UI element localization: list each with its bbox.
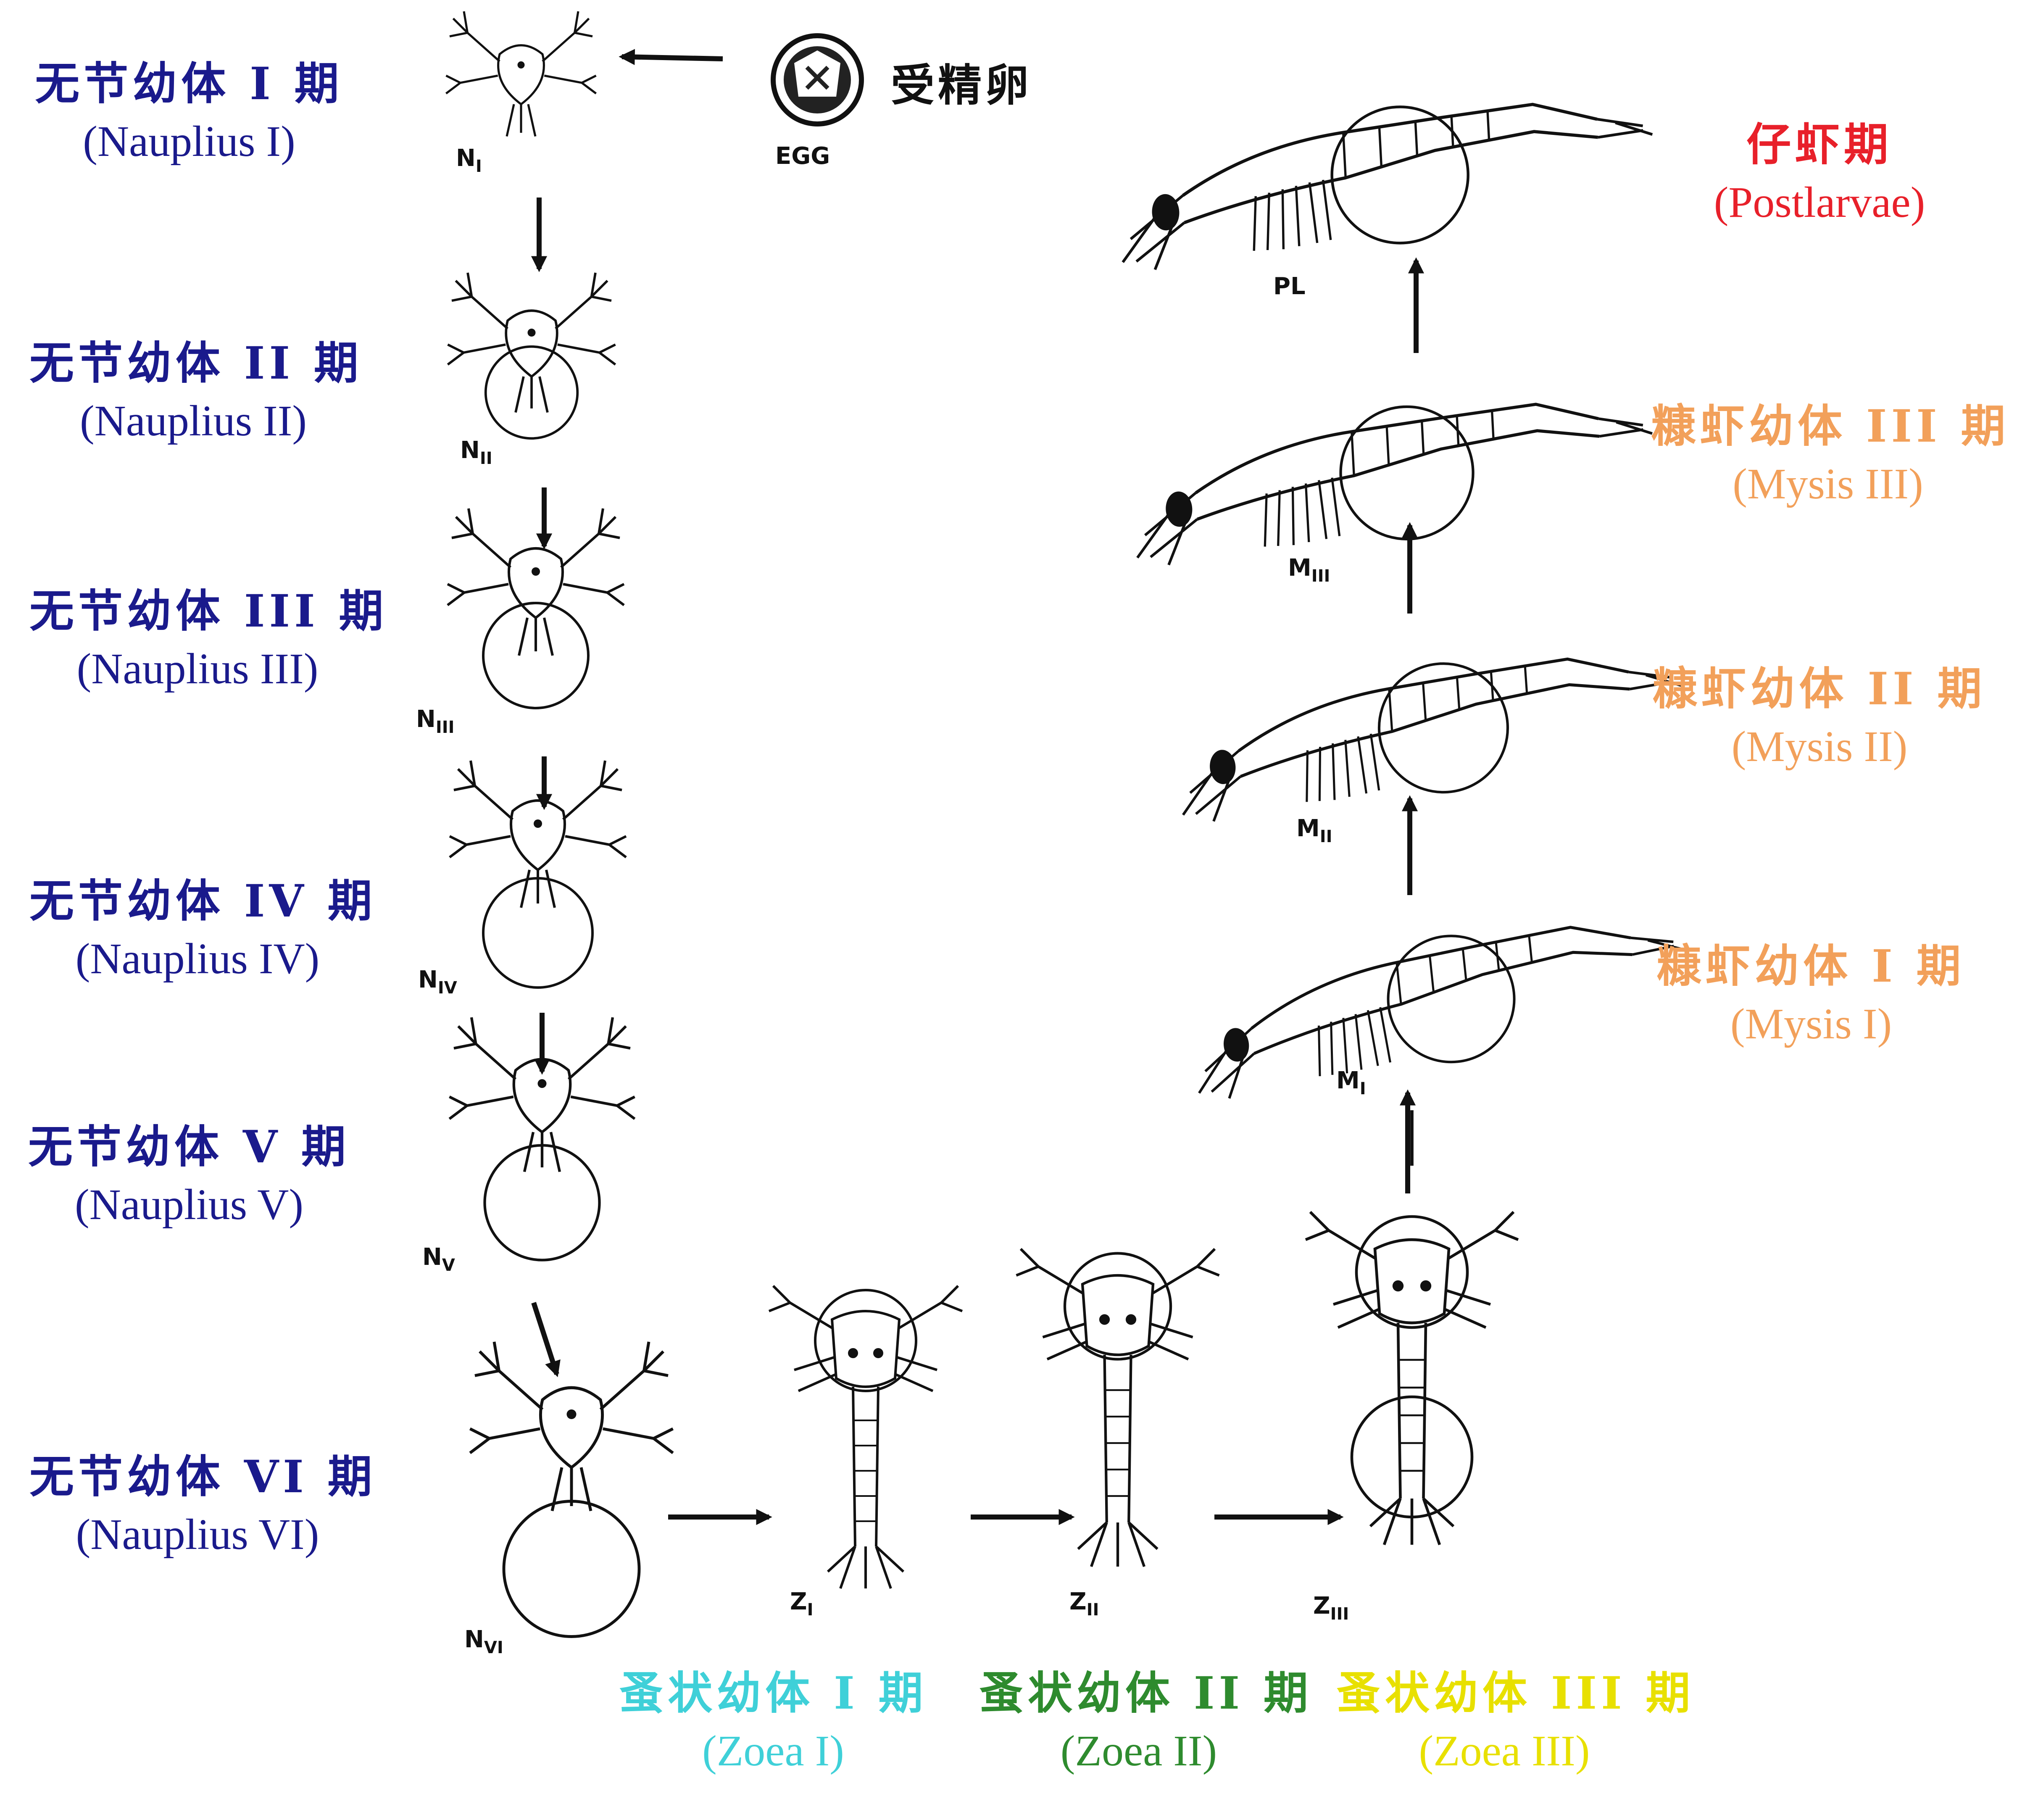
nauplius-3-illustration bbox=[448, 508, 624, 709]
nauplius-4-label: 无节幼体 IV 期 (Nauplius IV) bbox=[29, 874, 377, 983]
postlarvae-illustration bbox=[1116, 94, 1658, 271]
egg-illustration bbox=[771, 33, 864, 126]
stage-arrows bbox=[531, 49, 1425, 1525]
stage-code-n1: NI bbox=[456, 145, 482, 176]
mysis-1-label: 糠虾幼体 I 期 (Mysis I) bbox=[1657, 940, 1965, 1048]
mysis-2-illustration bbox=[1174, 647, 1688, 824]
stage-code-n2: NII bbox=[460, 437, 492, 468]
zoea-1-illustration bbox=[769, 1286, 962, 1588]
mysis-3-label: 糠虾幼体 III 期 (Mysis III) bbox=[1651, 400, 2010, 508]
nauplius-1-illustration bbox=[446, 11, 596, 137]
zoea-1-label: 蚤状幼体 I 期 (Zoea I) bbox=[619, 1667, 927, 1775]
egg-label: 受精卵 bbox=[891, 59, 1032, 111]
stage-code-z3: ZIII bbox=[1313, 1592, 1349, 1624]
stage-code-n3: NIII bbox=[416, 706, 455, 737]
nauplius-3-label: 无节幼体 III 期 (Nauplius III) bbox=[29, 585, 388, 693]
mysis-2-label: 糠虾幼体 II 期 (Mysis II) bbox=[1653, 662, 1986, 771]
stage-code-m1: MI bbox=[1336, 1067, 1366, 1098]
zoea-3-label: 蚤状幼体 III 期 (Zoea III) bbox=[1336, 1667, 1695, 1775]
nauplius-1-label: 无节幼体 I 期 (Nauplius I) bbox=[35, 57, 343, 166]
postlarvae-label: 仔虾期 (Postlarvae) bbox=[1714, 118, 1925, 227]
mysis-1-illustration bbox=[1185, 912, 1693, 1102]
stage-code-m3: MIII bbox=[1288, 554, 1330, 586]
nauplius-4-illustration bbox=[450, 761, 626, 989]
stage-code-z2: ZII bbox=[1069, 1588, 1099, 1620]
nauplius-2-label: 无节幼体 II 期 (Nauplius II) bbox=[29, 337, 363, 445]
arrow-n5-to-n6 bbox=[531, 1302, 561, 1378]
egg-code: EGG bbox=[775, 142, 830, 170]
stage-code-n6: NVI bbox=[464, 1626, 503, 1657]
nauplius-5-label: 无节幼体 V 期 (Nauplius V) bbox=[28, 1120, 350, 1229]
stage-code-pl: PL bbox=[1273, 273, 1306, 300]
nauplius-6-illustration bbox=[470, 1342, 673, 1638]
stage-code-m2: MII bbox=[1296, 815, 1332, 846]
nauplius-5-illustration bbox=[450, 1017, 635, 1262]
nauplius-2-illustration bbox=[448, 273, 616, 440]
zoea-2-label: 蚤状幼体 II 期 (Zoea II) bbox=[979, 1667, 1312, 1775]
stage-code-n4: NIV bbox=[418, 966, 457, 998]
zoea-3-illustration bbox=[1306, 1110, 1518, 1545]
nauplius-6-label: 无节幼体 VI 期 (Nauplius VI) bbox=[29, 1450, 377, 1559]
stage-code-z1: ZI bbox=[790, 1588, 814, 1620]
mysis-3-illustration bbox=[1130, 394, 1658, 566]
arrow-egg-to-n1 bbox=[619, 49, 723, 65]
stage-code-n5: NV bbox=[422, 1243, 455, 1275]
